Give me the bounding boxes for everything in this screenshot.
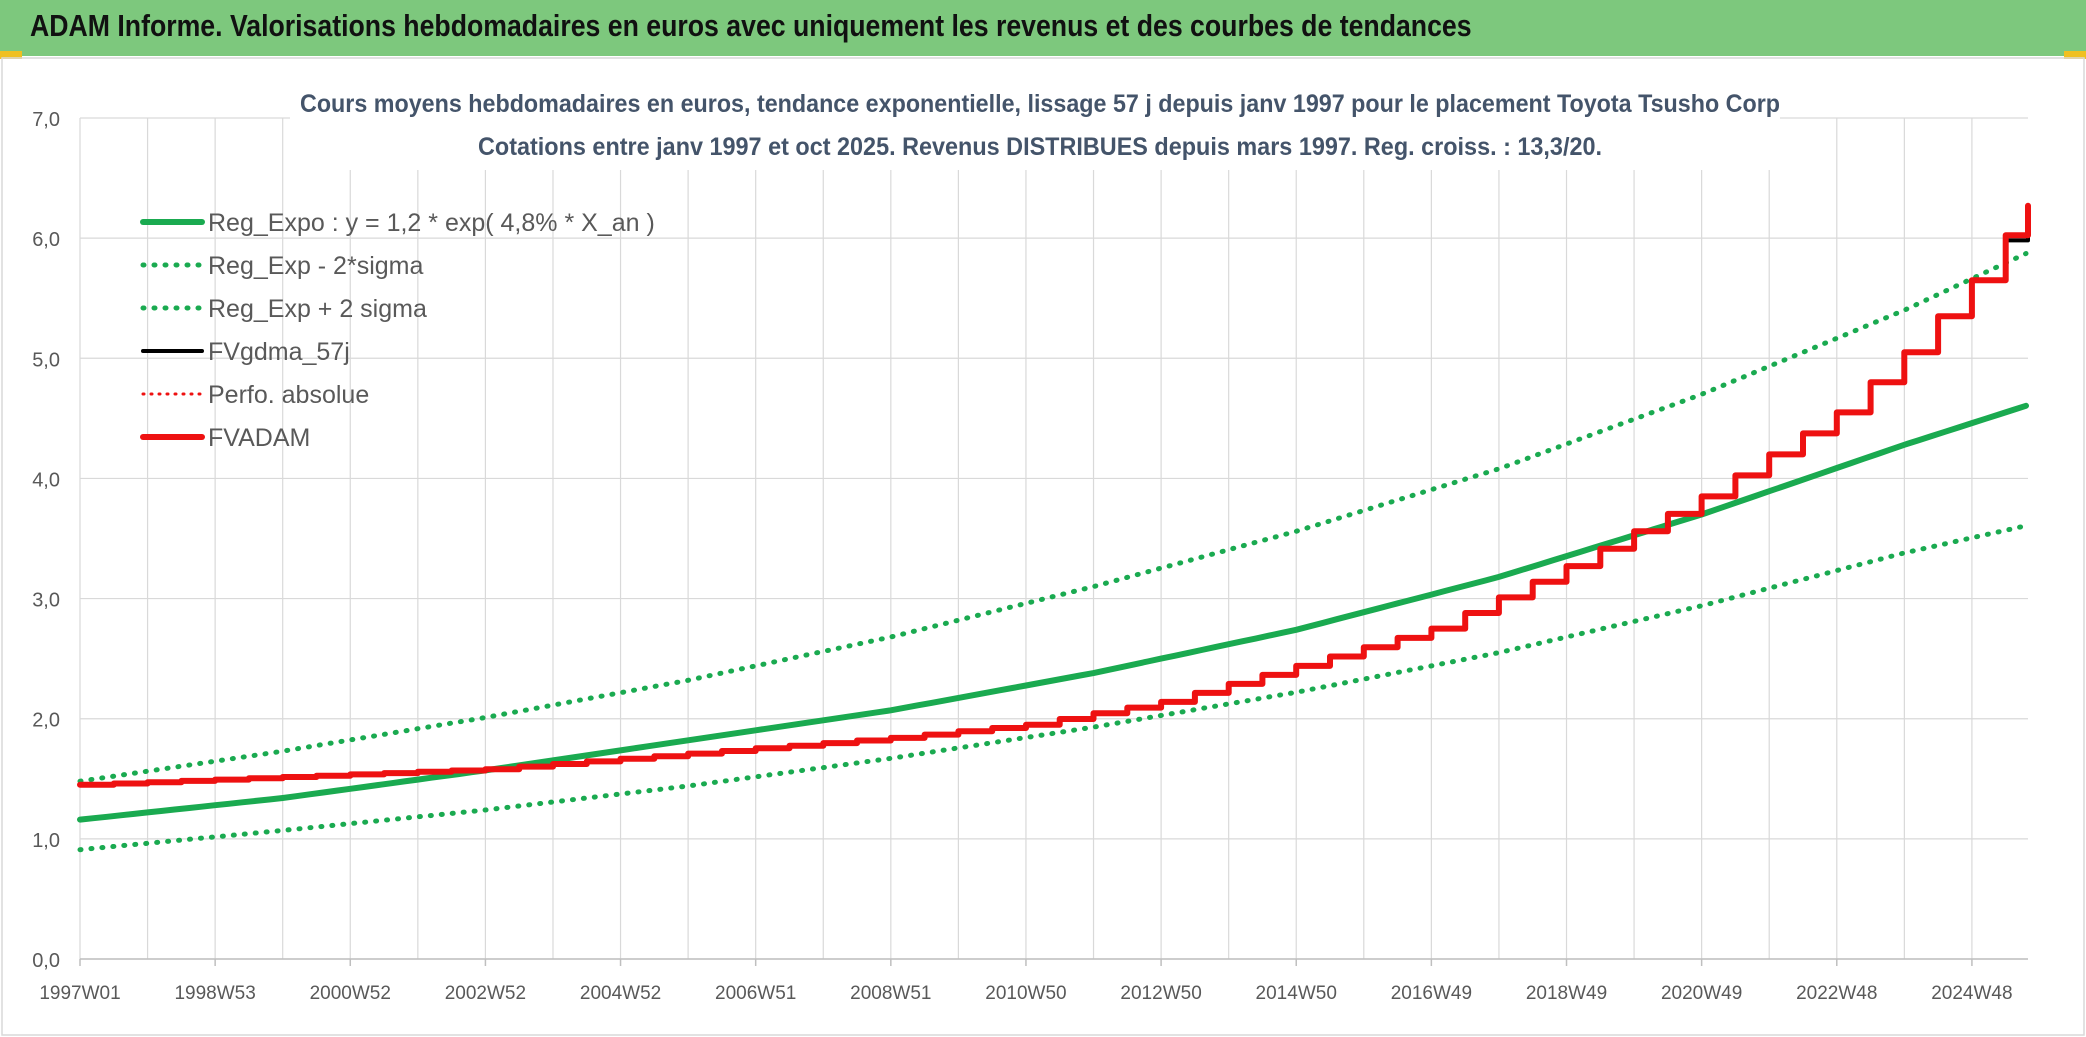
- legend-label: Reg_Exp - 2*sigma: [208, 252, 423, 280]
- legend-label: Reg_Expo : y = 1,2 * exp( 4,8% * X_an ): [208, 209, 655, 237]
- legend-label: Reg_Exp + 2 sigma: [208, 295, 427, 323]
- x-tick-label: 2004W52: [580, 983, 661, 1004]
- title-backdrop: [290, 86, 1780, 170]
- gridlines: [79, 117, 2028, 960]
- x-tick-label: 2020W49: [1661, 983, 1742, 1004]
- series-line: [77, 251, 2029, 784]
- report-banner: ADAM Informe. Valorisations hebdomadaire…: [0, 0, 2086, 56]
- y-tick-label: 1,0: [32, 830, 60, 852]
- x-tick-label: 2006W51: [715, 983, 796, 1004]
- series-line: [77, 402, 2029, 823]
- y-tick-label: 5,0: [32, 349, 60, 371]
- chart-title: Cours moyens hebdomadaires en euros, ten…: [290, 86, 1780, 170]
- series-lines: [77, 202, 2031, 853]
- x-tick-label: 2000W52: [310, 983, 391, 1004]
- x-tick-label: 2008W51: [850, 983, 931, 1004]
- chart-frame: [1, 57, 2085, 1036]
- corner-mark: [2064, 51, 2086, 59]
- x-tick-label: 2022W48: [1796, 983, 1877, 1004]
- legend-label: FVADAM: [208, 424, 310, 452]
- x-tick-label: 2002W52: [445, 983, 526, 1004]
- series-line: [77, 523, 2029, 853]
- x-tick-label: 2014W50: [1256, 983, 1337, 1004]
- legend-label: Perfo. absolue: [208, 381, 369, 409]
- series-line: [77, 202, 2031, 788]
- x-tick-label: 2010W50: [985, 983, 1066, 1004]
- chart-title-line-1: Cours moyens hebdomadaires en euros, ten…: [300, 90, 1780, 118]
- report-title: ADAM Informe. Valorisations hebdomadaire…: [30, 8, 1472, 43]
- y-tick-label: 3,0: [32, 590, 60, 612]
- legend-label: FVgdma_57j: [208, 338, 350, 366]
- x-tick-label: 2016W49: [1391, 983, 1472, 1004]
- y-tick-label: 6,0: [32, 229, 60, 251]
- x-tick-label: 1997W01: [39, 983, 120, 1004]
- chart-title-line-2: Cotations entre janv 1997 et oct 2025. R…: [478, 133, 1602, 161]
- y-tick-label: 4,0: [32, 469, 60, 491]
- axes: 0,0 1,0 2,0 3,0 4,0 5,0 6,0 7,0 1997W01 1998W53 20…: [32, 109, 2028, 1004]
- y-tick-label: 7,0: [32, 109, 60, 131]
- y-tick-label: 2,0: [32, 710, 60, 732]
- x-tick-label: 1998W53: [174, 983, 255, 1004]
- y-tick-label: 0,0: [32, 950, 60, 972]
- corner-mark: [0, 51, 22, 59]
- x-tick-label: 2024W48: [1931, 983, 2012, 1004]
- legend: Reg_Expo : y = 1,2 * exp( 4,8% * X_an ) R…: [140, 209, 655, 452]
- x-tick-label: 2012W50: [1120, 983, 1201, 1004]
- x-tick-label: 2018W49: [1526, 983, 1607, 1004]
